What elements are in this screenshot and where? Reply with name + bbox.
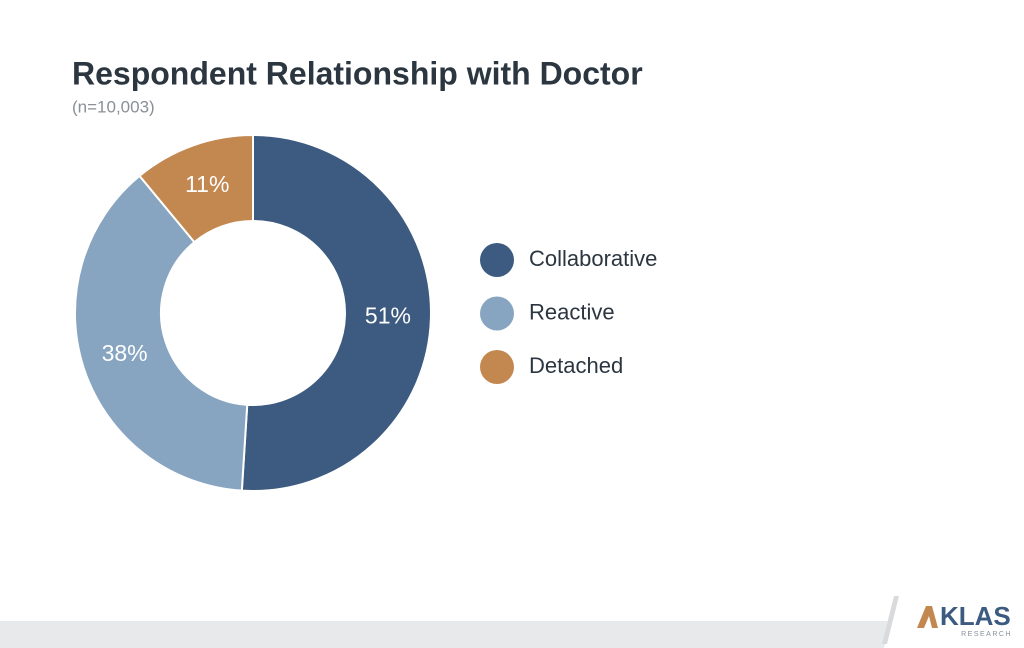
slice — [240, 133, 432, 492]
legend-label: Collaborative — [529, 246, 657, 271]
slice — [74, 174, 249, 492]
footer-band — [0, 621, 1024, 648]
legend-label: Detached — [529, 353, 623, 378]
logo-panel — [884, 592, 1024, 648]
legend-swatch — [480, 296, 514, 331]
chart-title: Respondent Relationship with Doctor — [72, 55, 643, 91]
logo-icon — [917, 606, 938, 628]
legend-swatch — [480, 350, 514, 384]
data-label: 11% — [185, 171, 229, 197]
logo-subtext: RESEARCH — [961, 631, 1012, 638]
legend-swatch — [480, 243, 514, 277]
logo-text: KLAS — [940, 601, 1011, 631]
legend-label: Reactive — [529, 299, 615, 324]
slice — [138, 133, 254, 244]
data-label: 38% — [102, 340, 148, 366]
data-label: 51% — [365, 302, 411, 328]
logo-divider — [882, 596, 899, 644]
chart-subtitle: (n=10,003) — [72, 97, 155, 116]
